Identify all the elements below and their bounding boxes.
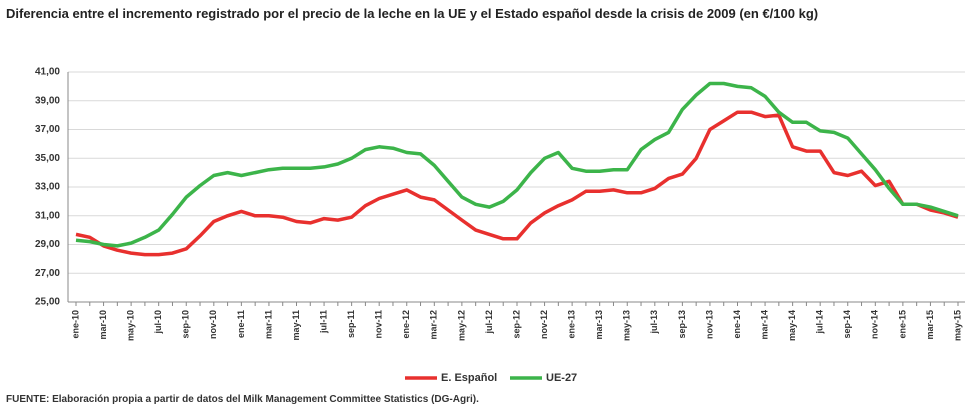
x-tick-label: mar-13	[594, 310, 604, 340]
x-tick-label: ene-12	[401, 310, 411, 339]
chart-title: Diferencia entre el incremento registrad…	[6, 6, 819, 21]
x-tick-label: jul-11	[318, 310, 328, 334]
x-tick-label: nov-12	[539, 310, 549, 339]
x-tick-label: nov-13	[704, 310, 714, 339]
x-tick-label: may-15	[952, 310, 962, 341]
x-tick-label: may-12	[456, 310, 466, 341]
x-tick-label: mar-15	[925, 310, 935, 340]
x-tick-label: may-14	[787, 310, 797, 341]
x-tick-label: may-10	[126, 310, 136, 341]
series-line	[75, 81, 959, 248]
x-tick-label: ene-10	[70, 310, 80, 339]
x-tick-label: jul-12	[484, 310, 494, 335]
y-tick-label: 35,00	[35, 153, 60, 164]
x-tick-label: mar-10	[98, 310, 108, 340]
y-tick-label: 37,00	[35, 124, 60, 135]
x-tick-label: may-11	[291, 310, 301, 341]
legend-label: E. Español	[441, 372, 497, 384]
x-tick-label: sep-13	[677, 310, 687, 339]
x-tick-label: ene-15	[897, 310, 907, 339]
x-tick-label: nov-10	[208, 310, 218, 339]
x-tick-label: ene-13	[567, 310, 577, 339]
y-tick-label: 31,00	[35, 210, 60, 221]
x-tick-label: ene-11	[236, 310, 246, 338]
source: FUENTE: Elaboración propia a partir de d…	[6, 394, 479, 405]
x-tick-label: mar-11	[263, 310, 273, 339]
y-tick-label: 41,00	[35, 67, 60, 78]
y-tick-label: 29,00	[35, 239, 60, 250]
y-tick-label: 39,00	[35, 95, 60, 106]
x-tick-label: mar-14	[759, 310, 769, 340]
x-tick-label: ene-14	[732, 310, 742, 339]
x-tick-label: jul-14	[815, 310, 825, 335]
x-tick-label: may-13	[622, 310, 632, 341]
y-tick-label: 25,00	[35, 297, 60, 308]
y-tick-label: 27,00	[35, 268, 60, 279]
x-tick-label: sep-11	[346, 310, 356, 338]
x-tick-label: nov-14	[870, 310, 880, 339]
x-tick-label: mar-12	[429, 310, 439, 340]
y-tick-label: 33,00	[35, 182, 60, 193]
x-tick-label: jul-13	[649, 310, 659, 335]
x-tick-label: sep-10	[181, 310, 191, 339]
legend-label: UE-27	[546, 372, 577, 384]
x-tick-label: jul-10	[153, 310, 163, 335]
x-tick-label: sep-14	[842, 310, 852, 339]
x-tick-label: nov-11	[374, 310, 384, 339]
series-line	[75, 110, 959, 257]
x-tick-label: sep-12	[511, 310, 521, 339]
